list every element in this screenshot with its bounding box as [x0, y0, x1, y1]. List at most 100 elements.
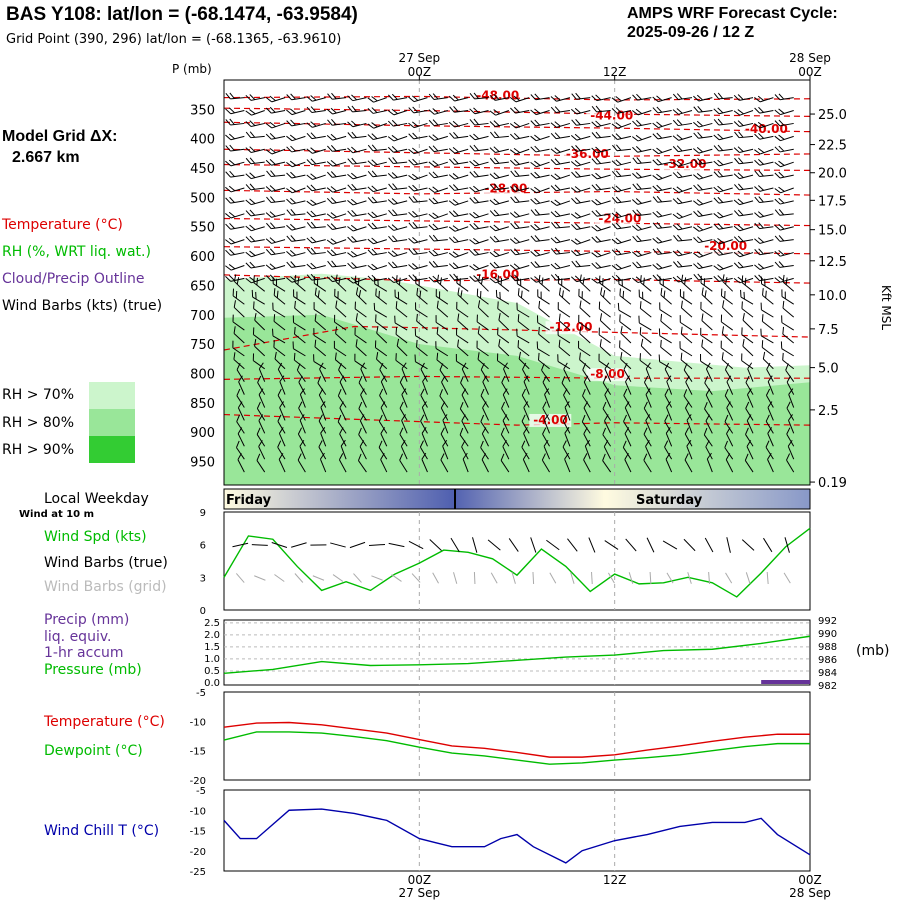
temp-contour-8: [224, 274, 810, 284]
windchill-legend: Wind Chill T (°C): [44, 823, 160, 839]
wind-barb: [254, 313, 266, 331]
wind-barb: [286, 235, 306, 242]
wind-barb: [571, 249, 591, 257]
wind-barb: [624, 401, 632, 421]
temp-contour-3: [224, 148, 810, 157]
wind-barb: [225, 222, 245, 230]
wind-barb: [359, 440, 367, 460]
wind-barb: [326, 186, 347, 193]
wind-barb: [265, 95, 286, 103]
pressure-tick-label: 450: [190, 162, 215, 177]
wind-barb: [693, 158, 713, 165]
wind-barb: [489, 198, 509, 206]
wind-barb: [258, 362, 266, 382]
wind-barb: [461, 362, 469, 382]
wind-barb: [237, 401, 245, 421]
wind-barb: [720, 340, 733, 357]
surface-wind-barb: [291, 542, 307, 548]
wind-barb: [541, 453, 550, 473]
wind-barb: [435, 315, 449, 331]
wind-barb: [639, 353, 652, 370]
wind-barb: [591, 120, 611, 128]
wind-barb: [672, 212, 693, 220]
time-tick-bottom: 00Z: [408, 873, 432, 887]
windchill-panel-frame: [223, 789, 811, 872]
wind-barb: [388, 261, 408, 269]
wind-barb: [664, 414, 673, 434]
wind-barb: [415, 276, 428, 292]
wind-barb: [774, 134, 794, 142]
wind-barb: [733, 261, 754, 269]
wind-barb: [558, 313, 571, 331]
wind-barb: [237, 453, 245, 473]
wind-barb: [408, 132, 428, 140]
wind-barb: [408, 263, 428, 270]
temp-tick: -15: [190, 747, 206, 758]
pressure-tick-label: 350: [190, 103, 215, 118]
wind-barb: [326, 249, 347, 257]
wind-barb: [550, 147, 571, 154]
wind-barb: [306, 173, 326, 180]
wind-barb: [489, 172, 509, 180]
wind-barb: [612, 144, 631, 152]
wind-barb: [314, 313, 327, 331]
wind-barb: [672, 134, 693, 141]
precip-tick: 0.5: [204, 666, 220, 677]
wind-barb: [521, 414, 530, 434]
windchill-tick: -10: [190, 806, 206, 817]
wind-barb: [680, 300, 693, 318]
wind-barb: [347, 157, 367, 165]
wind-barb: [408, 236, 428, 244]
wind-barb: [428, 223, 448, 231]
grid-wind-barb: [725, 572, 733, 584]
wind-barb: [530, 145, 550, 153]
wind-barb: [347, 236, 367, 243]
wind-barb: [286, 108, 306, 116]
wind-barb: [745, 375, 754, 395]
wind-barb: [703, 427, 713, 447]
wind-barb: [536, 341, 550, 357]
wind-barb: [286, 209, 306, 216]
wind-barb: [693, 273, 713, 281]
wind-barb: [367, 237, 387, 245]
wind-barb: [408, 274, 428, 281]
wind-barb: [237, 427, 245, 447]
wind-barb: [439, 389, 449, 408]
wind-barb: [762, 288, 774, 305]
height-tick-label: 5.0: [818, 362, 839, 377]
wind-barb: [448, 173, 469, 180]
wind-barb: [734, 131, 754, 139]
wind-barb: [387, 134, 408, 142]
wind-barb: [245, 224, 265, 232]
wind-barb: [652, 184, 672, 192]
wind-barb: [623, 362, 632, 382]
wind-barb: [530, 186, 550, 194]
wind-barb: [733, 109, 754, 116]
wind-barb: [602, 401, 612, 421]
wind-barb: [684, 427, 693, 447]
wind-barb: [408, 106, 428, 114]
wind-barb: [619, 288, 632, 305]
wind-barb: [591, 262, 611, 269]
wind-barb: [367, 196, 387, 204]
wind-barb: [550, 247, 570, 255]
wind-barb: [700, 353, 713, 370]
wind-barb: [448, 262, 469, 270]
wind-barb: [733, 120, 754, 127]
wind-panel-frame: [223, 511, 811, 611]
wind-barb: [602, 453, 612, 473]
wind-barb: [294, 300, 306, 318]
wind-barb: [774, 250, 794, 257]
pressure-tick-label: 400: [190, 133, 215, 148]
wind-barb: [462, 452, 469, 473]
wind-barb: [367, 248, 387, 256]
wind-barb: [754, 274, 774, 282]
grid-wind-barb: [745, 572, 751, 584]
pressure-tick-label: 800: [190, 367, 215, 382]
wind-barb: [632, 93, 652, 101]
wind-barb: [225, 170, 245, 178]
rh-legend: RH (%, WRT liq. wat.): [2, 244, 151, 260]
wind-barb: [225, 185, 245, 193]
wind-barb: [245, 261, 265, 269]
wind-barb: [408, 222, 428, 229]
